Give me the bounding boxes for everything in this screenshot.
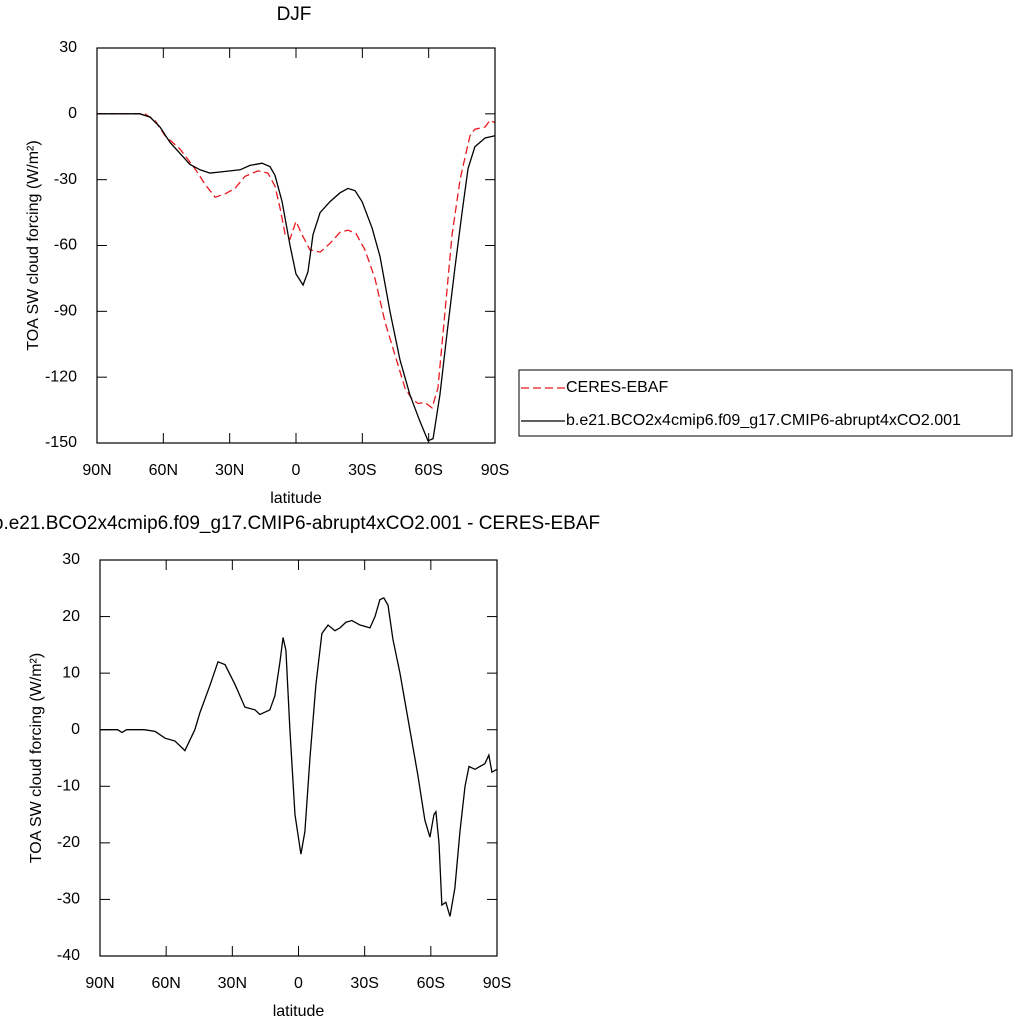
y-tick-label: -30 (54, 171, 77, 188)
y-axis-label: TOA SW cloud forcing (W/m²) (25, 140, 42, 350)
x-tick-label: 30S (350, 975, 378, 992)
x-tick-label: 0 (292, 462, 301, 479)
legend-label: b.e21.BCO2x4cmip6.f09_g17.CMIP6-abrupt4x… (566, 412, 961, 429)
y-tick-label: 0 (71, 721, 80, 738)
y-tick-label: 30 (59, 39, 77, 56)
x-tick-label: 30S (348, 462, 376, 479)
x-tick-label: 90S (481, 462, 509, 479)
chart-title: DJF (277, 4, 312, 25)
y-tick-label: 0 (68, 105, 77, 122)
x-tick-label: 60N (151, 975, 180, 992)
data-line (100, 597, 498, 917)
legend-label: CERES-EBAF (566, 379, 668, 396)
y-tick-label: 20 (62, 608, 80, 625)
x-tick-label: 0 (294, 975, 303, 992)
y-tick-label: -60 (54, 237, 77, 254)
data-line (97, 113, 496, 409)
plot-frame (99, 559, 498, 957)
y-tick-label: 30 (62, 551, 80, 568)
y-tick-label: 10 (62, 664, 80, 681)
y-tick-label: -90 (54, 303, 77, 320)
y-tick-label: -120 (45, 368, 77, 385)
x-tick-label: 30N (215, 462, 244, 479)
y-axis-label: TOA SW cloud forcing (W/m²) (28, 653, 45, 863)
data-line (97, 113, 496, 442)
x-tick-label: 60S (417, 975, 445, 992)
y-tick-label: -150 (45, 434, 77, 451)
y-tick-label: -40 (57, 947, 80, 964)
x-tick-label: 30N (218, 975, 247, 992)
x-axis-label: latitude (270, 490, 322, 507)
x-tick-label: 90N (82, 462, 111, 479)
y-tick-label: -30 (57, 891, 80, 908)
y-tick-label: -20 (57, 834, 80, 851)
chart-title: b.e21.BCO2x4cmip6.f09_g17.CMIP6-abrupt4x… (0, 513, 600, 534)
legend-box (518, 369, 1013, 437)
y-tick-label: -10 (57, 778, 80, 795)
x-axis-label: latitude (273, 1003, 325, 1020)
x-tick-label: 90N (85, 975, 114, 992)
x-tick-label: 90S (483, 975, 511, 992)
x-tick-label: 60S (414, 462, 442, 479)
plot-frame (96, 47, 496, 444)
x-tick-label: 60N (149, 462, 178, 479)
